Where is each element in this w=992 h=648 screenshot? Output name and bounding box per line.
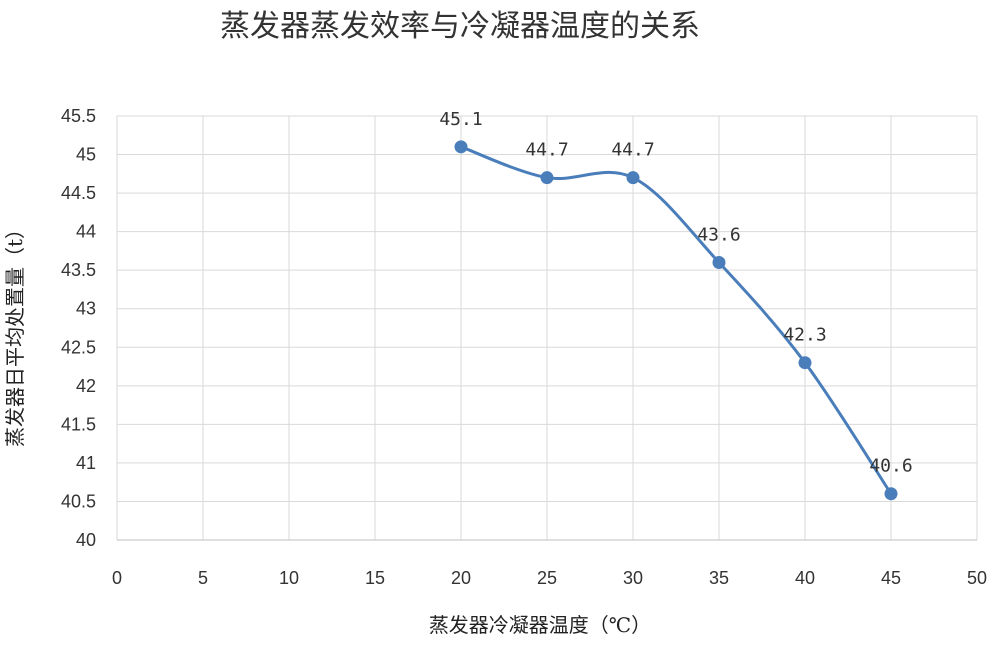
- y-tick-label: 42: [76, 376, 96, 396]
- data-label: 43.6: [697, 224, 740, 245]
- y-tick-label: 41: [76, 453, 96, 473]
- gridlines: [116, 115, 978, 540]
- x-tick-label: 10: [279, 568, 299, 588]
- y-tick-label: 45.5: [61, 106, 96, 126]
- y-tick-label: 44.5: [61, 183, 96, 203]
- data-point: [626, 171, 640, 185]
- x-tick-label: 40: [795, 568, 815, 588]
- tick-labels: 40 40.5 41 41.5 42 42.5 43 43.5 44 44.5 45 45.5 0 5 10…: [61, 106, 987, 588]
- x-axis-title: 蒸发器冷凝器温度（℃）: [429, 613, 651, 637]
- data-point: [712, 255, 726, 269]
- data-point: [884, 487, 898, 501]
- data-labels: 45.1 44.7 44.7 43.6 42.3 40.6: [439, 109, 912, 477]
- y-tick-label: 44: [76, 222, 96, 242]
- y-axis-title: 蒸发器日平均处置量（t）: [3, 219, 27, 447]
- chart-title: 蒸发器蒸发效率与冷凝器温度的关系: [220, 9, 700, 44]
- series-line: [460, 145, 893, 495]
- data-label: 42.3: [783, 325, 826, 346]
- x-tick-label: 5: [198, 568, 208, 588]
- data-point: [454, 140, 468, 154]
- y-tick-label: 40.5: [61, 491, 96, 511]
- y-tick-label: 43: [76, 299, 96, 319]
- y-tick-label: 41.5: [61, 414, 96, 434]
- x-tick-label: 15: [365, 568, 385, 588]
- data-label: 45.1: [439, 109, 482, 130]
- x-tick-label: 0: [112, 568, 122, 588]
- series: [454, 140, 898, 501]
- y-tick-label: 40: [76, 530, 96, 550]
- data-label: 44.7: [611, 140, 654, 161]
- x-tick-label: 50: [967, 568, 987, 588]
- data-point: [798, 356, 812, 370]
- data-label: 40.6: [869, 456, 912, 477]
- y-tick-label: 43.5: [61, 260, 96, 280]
- y-tick-label: 45: [76, 145, 96, 165]
- x-tick-label: 30: [623, 568, 643, 588]
- x-tick-label: 35: [709, 568, 729, 588]
- y-tick-label: 42.5: [61, 337, 96, 357]
- x-tick-label: 20: [451, 568, 471, 588]
- x-tick-label: 45: [881, 568, 901, 588]
- data-label: 44.7: [525, 140, 568, 161]
- x-tick-label: 25: [537, 568, 557, 588]
- data-point: [540, 171, 554, 185]
